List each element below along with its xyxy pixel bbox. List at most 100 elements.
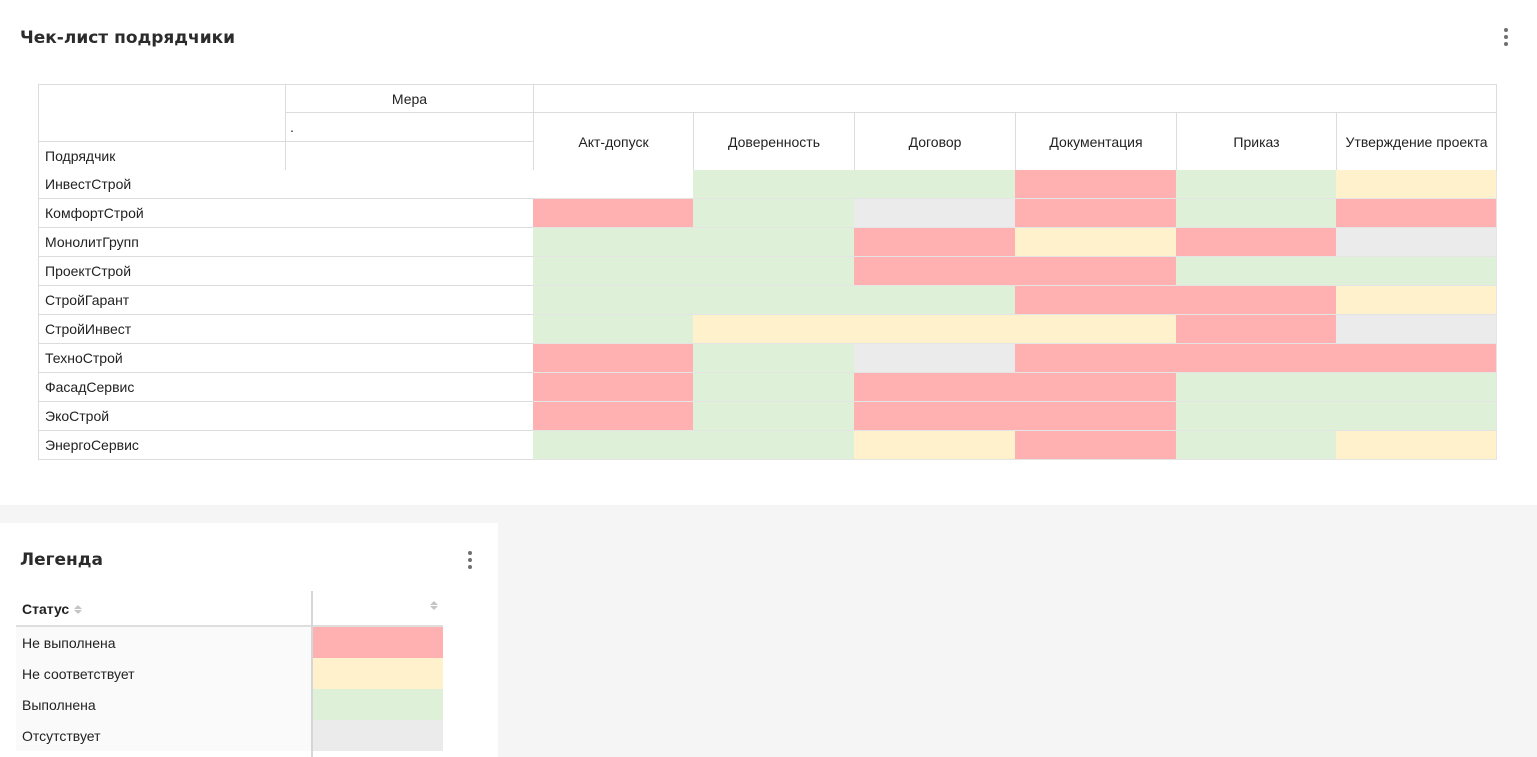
column-header[interactable]: Приказ (1176, 112, 1337, 171)
panel-title: Чек-лист подрядчики (20, 28, 236, 48)
status-cell[interactable] (1015, 257, 1177, 286)
status-cell[interactable] (854, 228, 1016, 257)
legend-row[interactable]: Не соответствует (16, 658, 443, 689)
status-cell[interactable] (693, 344, 855, 373)
legend-row[interactable]: Не выполнена (16, 627, 443, 658)
status-column-header[interactable]: Статус (22, 601, 83, 617)
status-cell[interactable] (1336, 228, 1497, 257)
column-header[interactable]: Доверенность (693, 112, 855, 171)
kebab-menu-icon[interactable] (464, 549, 476, 571)
status-cell[interactable] (1015, 286, 1177, 315)
row-label: ПроектСтрой (38, 257, 534, 286)
legend-header-row: Статус (16, 591, 443, 627)
legend-label: Не выполнена (22, 634, 116, 651)
status-cell[interactable] (1176, 199, 1337, 228)
status-cell[interactable] (1336, 170, 1497, 199)
pivot-corner (38, 84, 286, 142)
status-cell[interactable] (533, 286, 694, 315)
status-cell[interactable] (854, 199, 1016, 228)
legend-color-swatch (313, 658, 443, 689)
legend-label: Выполнена (22, 696, 96, 713)
status-cell[interactable] (854, 315, 1016, 344)
legend-row[interactable]: Выполнена (16, 689, 443, 720)
measure-header: Мера (285, 84, 534, 113)
status-cell[interactable] (693, 286, 855, 315)
status-cell[interactable] (854, 373, 1016, 402)
status-cell[interactable] (693, 315, 855, 344)
status-cell[interactable] (533, 373, 694, 402)
status-cell[interactable] (533, 344, 694, 373)
column-divider[interactable] (311, 591, 313, 757)
status-cell[interactable] (1015, 199, 1177, 228)
status-cell[interactable] (1015, 170, 1177, 199)
status-cell[interactable] (1336, 402, 1497, 431)
status-cell[interactable] (533, 199, 694, 228)
sort-icon[interactable] (74, 604, 83, 614)
status-cell[interactable] (693, 402, 855, 431)
pivot-table: Мера . Подрядчик Акт-допуск Доверенность Д… (38, 84, 1497, 460)
column-header[interactable]: Утверждение проекта (1336, 112, 1497, 171)
status-cell[interactable] (693, 228, 855, 257)
legend-row-bg (16, 720, 311, 751)
status-cell[interactable] (1176, 344, 1337, 373)
column-header[interactable]: Договор (854, 112, 1016, 171)
status-cell[interactable] (1176, 373, 1337, 402)
status-cell[interactable] (1015, 431, 1177, 460)
status-cell[interactable] (533, 228, 694, 257)
status-cell[interactable] (533, 431, 694, 460)
status-cell[interactable] (1176, 257, 1337, 286)
status-cell[interactable] (1336, 431, 1497, 460)
status-cell[interactable] (693, 170, 855, 199)
status-cell[interactable] (1336, 257, 1497, 286)
status-column-label: Статус (22, 601, 70, 617)
status-cell[interactable] (1015, 373, 1177, 402)
status-cell[interactable] (1176, 315, 1337, 344)
status-cell[interactable] (1336, 199, 1497, 228)
column-header[interactable]: Акт-допуск (533, 112, 694, 171)
status-cell[interactable] (693, 199, 855, 228)
status-cell[interactable] (1336, 315, 1497, 344)
status-cell[interactable] (1015, 228, 1177, 257)
column-header[interactable]: Документация (1015, 112, 1177, 171)
legend-row[interactable]: Отсутствует (16, 720, 443, 751)
status-cell[interactable] (854, 344, 1016, 373)
status-cell[interactable] (693, 257, 855, 286)
row-label: ЭкоСтрой (38, 402, 534, 431)
row-label: ТехноСтрой (38, 344, 534, 373)
status-cell[interactable] (1176, 170, 1337, 199)
measure-sub-header: . (285, 112, 534, 142)
legend-title: Легенда (20, 550, 104, 570)
status-cell[interactable] (693, 431, 855, 460)
sort-icon[interactable] (430, 601, 438, 610)
status-cell[interactable] (1336, 344, 1497, 373)
row-label: СтройГарант (38, 286, 534, 315)
status-cell[interactable] (533, 257, 694, 286)
row-header-blank (285, 141, 534, 171)
status-cell[interactable] (533, 315, 694, 344)
status-cell[interactable] (1336, 286, 1497, 315)
status-cell[interactable] (1176, 228, 1337, 257)
status-cell[interactable] (1015, 315, 1177, 344)
legend-label: Не соответствует (22, 665, 135, 682)
legend-color-swatch (313, 689, 443, 720)
status-cell[interactable] (1176, 402, 1337, 431)
status-cell[interactable] (533, 170, 694, 199)
row-label: ИнвестСтрой (38, 170, 534, 199)
status-cell[interactable] (693, 373, 855, 402)
status-cell[interactable] (1176, 431, 1337, 460)
row-label: КомфортСтрой (38, 199, 534, 228)
status-cell[interactable] (854, 402, 1016, 431)
columns-group-header (533, 84, 1497, 113)
status-cell[interactable] (854, 257, 1016, 286)
row-label: ЭнергоСервис (38, 431, 534, 460)
status-cell[interactable] (1015, 344, 1177, 373)
status-cell[interactable] (854, 286, 1016, 315)
status-cell[interactable] (1176, 286, 1337, 315)
status-cell[interactable] (854, 170, 1016, 199)
row-header-contractor: Подрядчик (38, 141, 286, 171)
status-cell[interactable] (854, 431, 1016, 460)
status-cell[interactable] (533, 402, 694, 431)
status-cell[interactable] (1015, 402, 1177, 431)
status-cell[interactable] (1336, 373, 1497, 402)
kebab-menu-icon[interactable] (1500, 26, 1512, 48)
